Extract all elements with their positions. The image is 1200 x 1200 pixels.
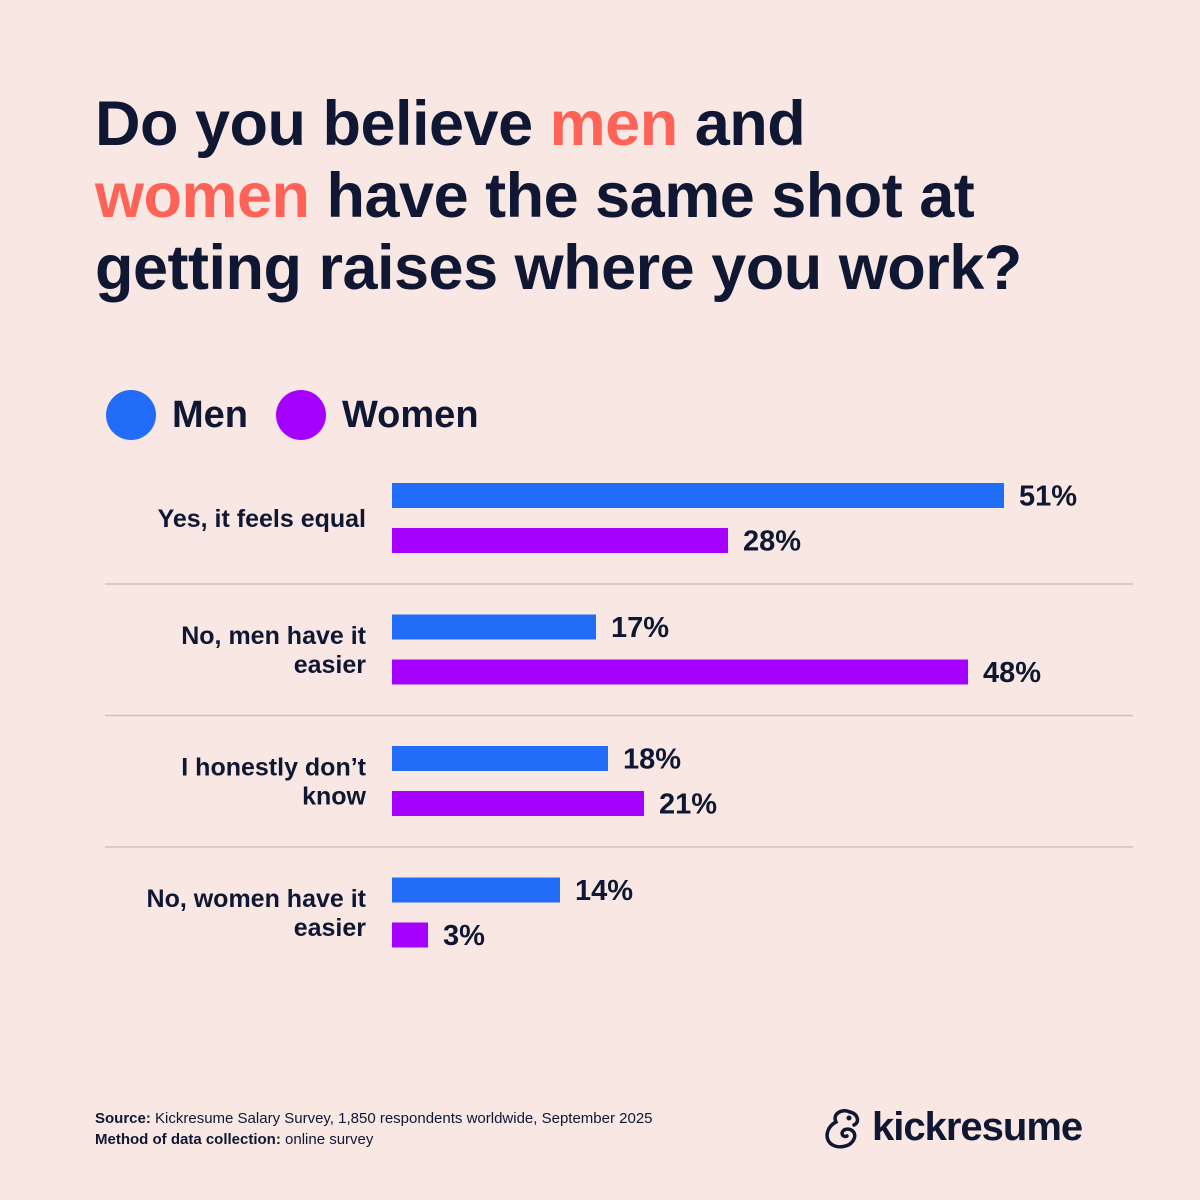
source-label: Source: <box>95 1110 151 1127</box>
method-line: Method of data collection: online survey <box>95 1129 653 1150</box>
bar-men <box>392 483 1004 508</box>
category-label: I honestly don’t <box>181 754 366 782</box>
bar-women <box>392 922 428 948</box>
legend-swatch-men <box>106 390 156 440</box>
legend-label: Women <box>342 393 479 436</box>
footer: Source: Kickresume Salary Survey, 1,850 … <box>95 1108 653 1150</box>
title-accent-men: men <box>549 89 679 159</box>
source-line: Source: Kickresume Salary Survey, 1,850 … <box>95 1108 653 1129</box>
chameleon-logo-icon <box>825 1108 860 1148</box>
legend-item-men: Men <box>106 390 248 440</box>
title-text: and <box>677 89 806 159</box>
title-accent-women: women <box>95 161 310 231</box>
legend-label: Men <box>172 393 248 436</box>
category-label: No, men have it <box>181 622 366 650</box>
data-label: 48% <box>983 657 1041 689</box>
bar-women <box>392 528 728 553</box>
bar-women <box>392 659 968 685</box>
method-text: online survey <box>280 1131 374 1148</box>
bar-men <box>392 614 596 640</box>
bar-men <box>392 877 560 903</box>
category-label: know <box>302 783 366 811</box>
source-text: Kickresume Salary Survey, 1,850 responde… <box>150 1110 653 1127</box>
logo-text: kickresume <box>872 1105 1083 1149</box>
category-label: Yes, it feels equal <box>158 505 366 533</box>
data-label: 14% <box>575 875 633 907</box>
bar-women <box>392 791 644 816</box>
data-label: 21% <box>659 789 717 821</box>
chart-title: Do you believe men and women have the sa… <box>95 88 1145 304</box>
category-label: easier <box>294 914 367 942</box>
data-label: 3% <box>443 920 485 952</box>
category-label: No, women have it <box>147 885 367 913</box>
legend: Men Women <box>106 390 507 440</box>
category-label: easier <box>294 651 367 679</box>
data-label: 51% <box>1019 481 1077 513</box>
kickresume-logo: kickresume <box>820 1105 1083 1150</box>
title-text: Do you believe <box>95 89 550 159</box>
bar-men <box>392 746 608 771</box>
title-text: have the same shot at getting raises whe… <box>95 161 1022 303</box>
method-label: Method of data collection: <box>95 1131 281 1148</box>
legend-item-women: Women <box>276 390 479 440</box>
data-label: 17% <box>611 612 669 644</box>
legend-swatch-women <box>276 390 326 440</box>
data-label: 18% <box>623 744 681 776</box>
data-label: 28% <box>743 526 801 558</box>
